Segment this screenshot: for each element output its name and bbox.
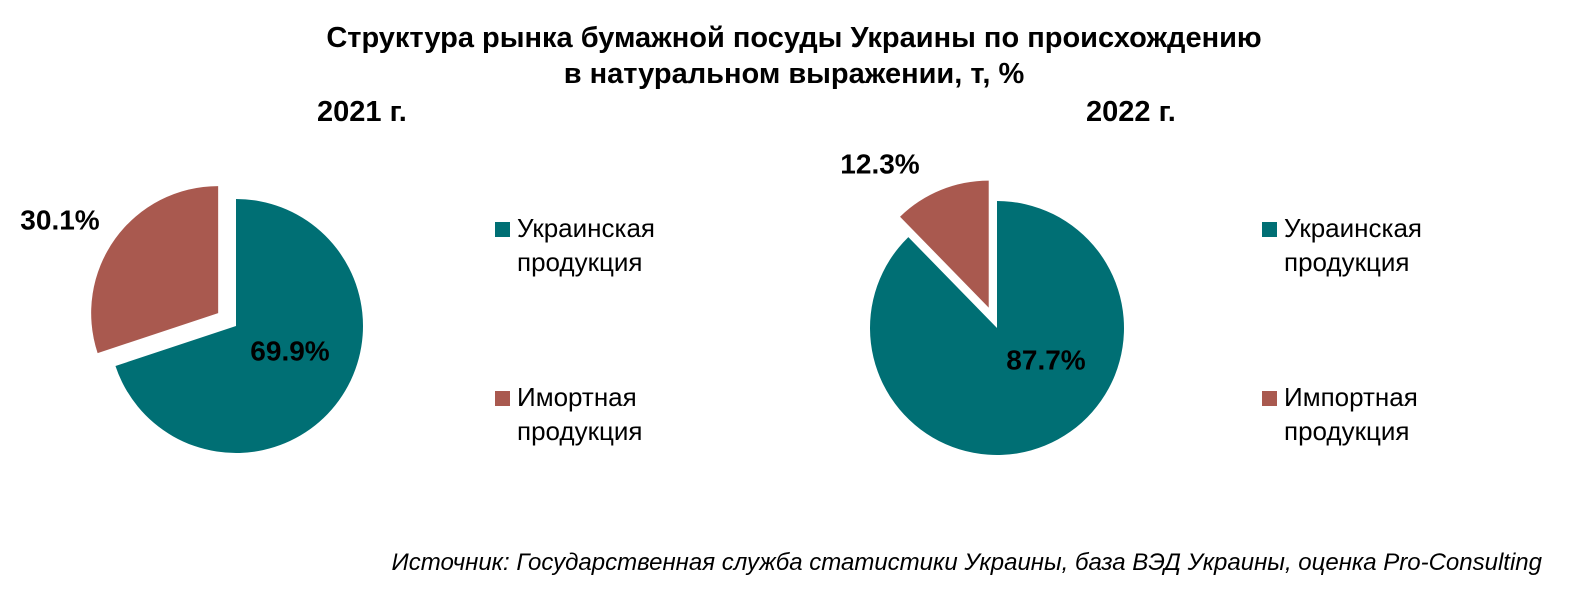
pie-title-2021: 2021 г. [317,96,407,128]
legend-label-import-2021-line1: Имортная [517,382,637,412]
legend-label-ukrainian-2022-line2: продукция [1284,247,1410,277]
legend-label-import-2022-line2: продукция [1284,416,1410,446]
pie-2021: 69.9% 30.1% [20,186,364,453]
pie-label-import-2022: 12.3% [840,148,919,179]
pie-label-ukrainian-2021: 69.9% [250,335,329,366]
chart-title: Структура рынка бумажной посуды Украины … [0,20,1588,92]
legend-label-ukrainian-2021-line2: продукция [517,247,643,277]
legend-label-import-2021-line2: продукция [517,416,643,446]
source-note: Источник: Государственная служба статист… [391,549,1542,576]
pie-slice-ukrainian-2022 [870,201,1125,455]
pie-slice-import-2021 [91,186,219,354]
pie-title-2022: 2022 г. [1086,96,1176,128]
pie-slice-ukrainian-2021 [115,199,364,453]
chart-title-line1: Структура рынка бумажной посуды Украины … [326,22,1262,54]
legend-swatch-ukrainian-2021 [495,222,510,237]
pie-label-import-2021: 30.1% [20,204,99,235]
legend-label-import-2022-line1: Импортная [1284,382,1418,412]
pie-2022: 87.7% 12.3% [840,148,1125,455]
pie-label-ukrainian-2022: 87.7% [1006,344,1085,375]
legend-swatch-import-2022 [1262,391,1277,406]
chart-title-line2: в натуральном выражении, т, % [563,58,1025,90]
legend-label-ukrainian-2022-line1: Украинская [1284,213,1423,243]
legend-swatch-ukrainian-2022 [1262,222,1277,237]
legend-label-ukrainian-2021-line1: Украинская [517,213,656,243]
pie-slice-import-2022 [900,180,989,308]
legend-swatch-import-2021 [495,391,510,406]
